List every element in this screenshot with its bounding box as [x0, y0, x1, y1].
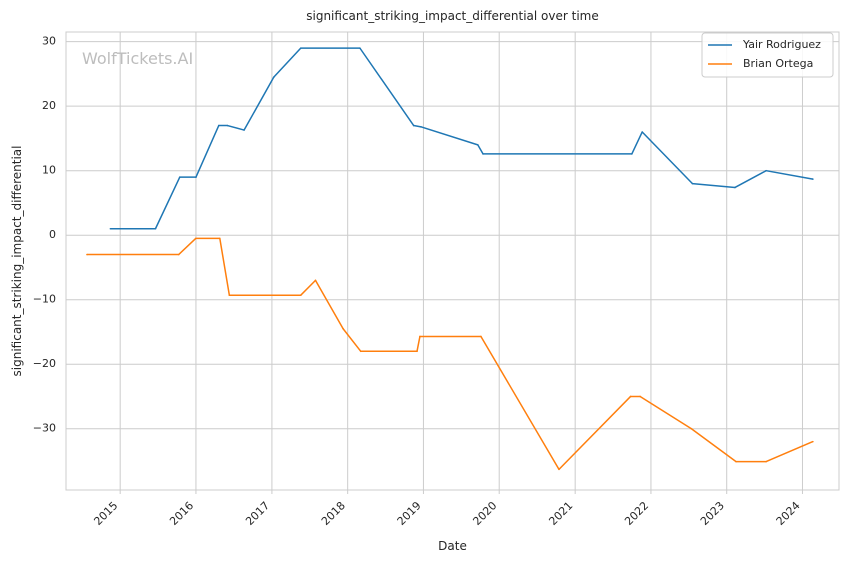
data-point [734, 186, 736, 189]
y-tick-label: 0 [49, 228, 56, 241]
data-point [735, 460, 737, 463]
y-axis-label: significant_striking_impact_differential [10, 146, 24, 377]
chart-title: significant_striking_impact_differential… [306, 9, 598, 23]
series-line-0 [110, 47, 813, 230]
data-point [243, 129, 245, 131]
data-point [480, 335, 482, 338]
data-point [639, 395, 641, 398]
series-layer [86, 47, 814, 471]
grid-lines [66, 32, 839, 490]
data-point [342, 327, 344, 330]
data-point [299, 47, 302, 49]
y-axis-ticks: 30 20 10 0 −10 −20 −30 [33, 35, 56, 435]
data-point [226, 124, 229, 127]
data-point [359, 350, 362, 353]
data-point [177, 253, 180, 256]
data-point [299, 294, 302, 296]
data-point [765, 460, 767, 463]
data-point [631, 153, 633, 155]
data-point [482, 153, 484, 155]
data-point [629, 395, 632, 398]
y-tick-label: −30 [33, 422, 56, 435]
data-point [691, 182, 694, 185]
watermark: WolfTickets.AI [82, 49, 193, 68]
data-point [641, 131, 644, 133]
data-point [109, 227, 112, 230]
data-point [86, 253, 88, 256]
legend-label: Yair Rodriguez [742, 38, 821, 51]
data-point [477, 144, 479, 146]
legend: Yair Rodriguez Brian Ortega [701, 32, 834, 78]
data-point [690, 427, 693, 430]
data-point [558, 468, 560, 471]
data-point [195, 176, 197, 178]
legend-label: Brian Ortega [743, 57, 813, 70]
data-point [178, 176, 181, 178]
data-point [812, 440, 814, 443]
data-point [228, 294, 231, 296]
data-point [812, 178, 814, 180]
legend-box [701, 32, 834, 78]
data-point [272, 76, 275, 78]
data-point [154, 227, 157, 230]
data-point [765, 169, 767, 172]
data-point [419, 335, 421, 338]
y-tick-label: −20 [33, 357, 56, 370]
data-point [359, 47, 361, 49]
data-point [416, 350, 418, 353]
y-tick-label: 20 [42, 99, 56, 112]
data-point [412, 124, 415, 127]
data-point [194, 237, 197, 240]
data-point [219, 237, 221, 240]
plot-frame [65, 31, 840, 491]
y-tick-label: 10 [42, 164, 56, 177]
y-tick-label: 30 [42, 35, 56, 48]
x-axis-label: Date [438, 539, 467, 553]
y-tick-label: −10 [33, 293, 56, 306]
data-point [217, 124, 220, 127]
data-point [314, 279, 317, 282]
data-point [420, 126, 422, 128]
